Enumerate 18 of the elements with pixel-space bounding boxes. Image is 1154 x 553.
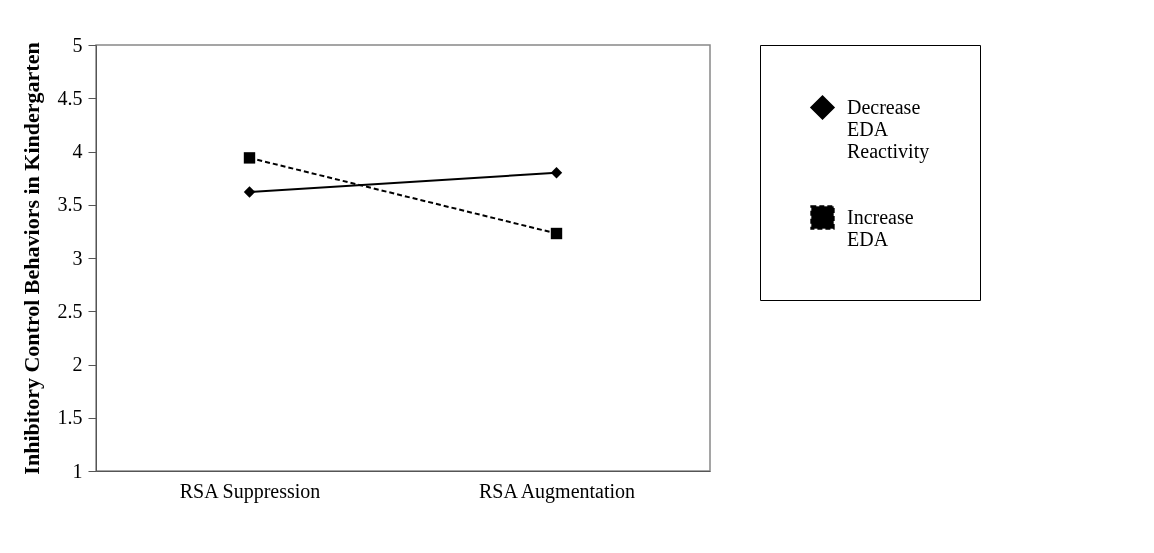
x-tick-label: RSA Suppression bbox=[179, 479, 321, 503]
y-tick-label: 1 bbox=[72, 459, 83, 482]
y-tick-label: 4.5 bbox=[57, 86, 83, 109]
y-tick-label: 3.5 bbox=[57, 193, 83, 216]
x-tick-label: RSA Augmentation bbox=[478, 479, 636, 503]
y-axis-title: Inhibitory Control Behaviors in Kindergarten bbox=[18, 42, 44, 475]
y-tick-label: 3 bbox=[72, 246, 83, 269]
y-tick-label: 1.5 bbox=[57, 406, 83, 429]
point bbox=[550, 227, 563, 240]
y-tick-label: 2 bbox=[72, 353, 83, 375]
point bbox=[243, 152, 256, 164]
y-tick-label: 5 bbox=[72, 33, 83, 56]
point bbox=[243, 186, 256, 198]
y-tick-label: 2.5 bbox=[57, 299, 83, 322]
legend-label: Increase EDA bbox=[847, 205, 914, 250]
point bbox=[550, 167, 563, 179]
legend-label: Decrease EDA Reactivity bbox=[847, 95, 930, 163]
y-tick-label: 4 bbox=[72, 140, 83, 162]
